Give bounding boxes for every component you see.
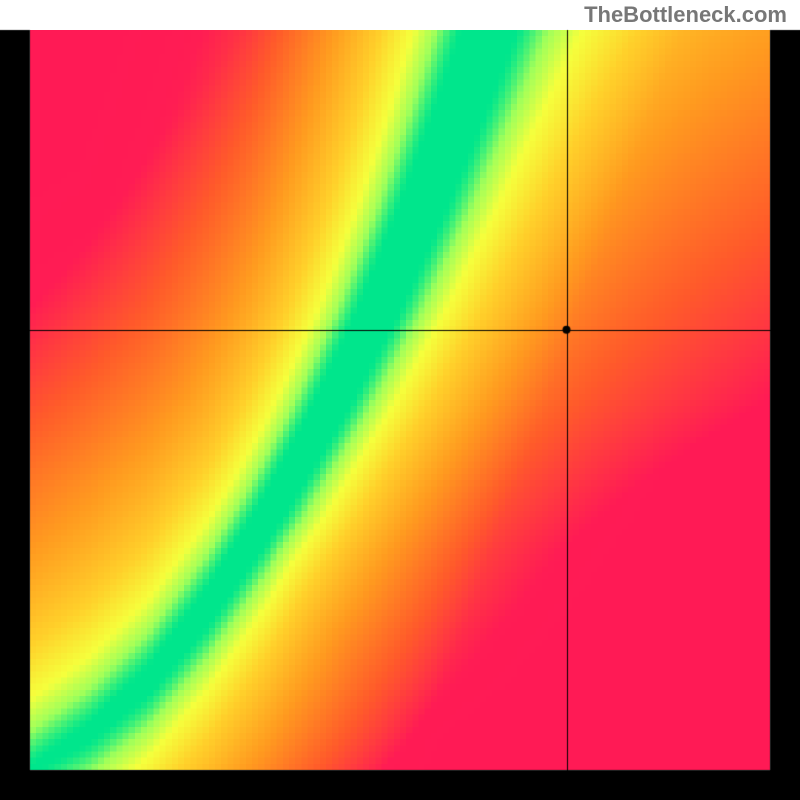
attribution-text: TheBottleneck.com (584, 2, 787, 28)
chart-container: TheBottleneck.com (0, 0, 800, 800)
crosshair-overlay (0, 0, 800, 800)
